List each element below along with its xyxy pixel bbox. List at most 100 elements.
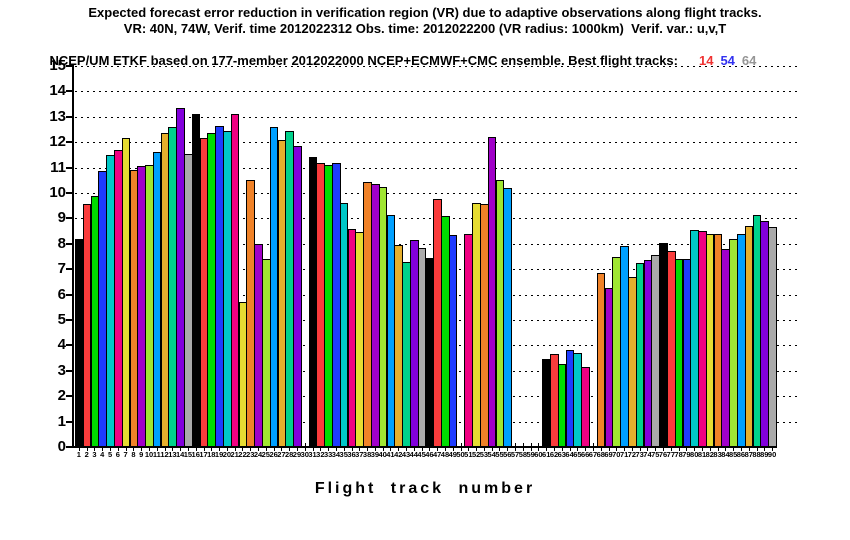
x-tick-label-67: 67 bbox=[588, 450, 598, 459]
y-tick-12 bbox=[66, 141, 73, 144]
x-tick-42 bbox=[398, 443, 400, 451]
x-tick-14 bbox=[180, 443, 182, 451]
x-tick-41 bbox=[390, 443, 392, 451]
x-tick-label-48: 48 bbox=[440, 450, 450, 459]
x-tick-8 bbox=[133, 443, 135, 451]
x-tick-31 bbox=[312, 443, 314, 451]
x-tick-label-61: 61 bbox=[542, 450, 551, 459]
x-tick-label-19: 19 bbox=[214, 450, 224, 459]
x-tick-label-26: 26 bbox=[269, 450, 278, 459]
x-tick-label-51: 51 bbox=[464, 450, 473, 459]
y-tick-label-2: 2 bbox=[57, 387, 66, 405]
x-tick-label-75: 75 bbox=[651, 450, 660, 459]
x-tick-16 bbox=[195, 443, 197, 451]
x-tick-label-59: 59 bbox=[526, 450, 535, 459]
best-track-number: 54 bbox=[720, 53, 735, 68]
y-tick-label-14: 14 bbox=[49, 82, 66, 100]
gridline-y13 bbox=[75, 116, 800, 118]
x-tick-label-60: 60 bbox=[534, 450, 543, 459]
x-tick-82 bbox=[709, 443, 711, 451]
x-tick-label-14: 14 bbox=[175, 450, 185, 459]
x-tick-13 bbox=[172, 443, 174, 451]
x-tick-80 bbox=[694, 443, 696, 451]
x-tick-label-84: 84 bbox=[721, 450, 730, 459]
x-tick-label-10: 10 bbox=[144, 450, 154, 459]
y-tick-6 bbox=[66, 293, 73, 296]
x-tick-6 bbox=[117, 443, 119, 451]
x-tick-label-77: 77 bbox=[666, 450, 676, 459]
x-tick-60 bbox=[538, 443, 540, 451]
x-tick-label-78: 78 bbox=[674, 450, 683, 459]
x-tick-label-74: 74 bbox=[643, 450, 652, 459]
x-tick-63 bbox=[561, 443, 563, 451]
x-tick-label-4: 4 bbox=[100, 450, 105, 459]
x-tick-56 bbox=[507, 443, 509, 451]
x-tick-12 bbox=[164, 443, 166, 451]
x-tick-58 bbox=[522, 443, 524, 451]
x-tick-67 bbox=[592, 443, 594, 451]
x-tick-label-3: 3 bbox=[92, 450, 97, 459]
x-tick-81 bbox=[702, 443, 703, 451]
x-tick-51 bbox=[468, 443, 470, 451]
x-tick-label-82: 82 bbox=[705, 450, 714, 459]
x-tick-22 bbox=[242, 443, 244, 451]
x-tick-label-24: 24 bbox=[253, 450, 263, 459]
x-tick-20 bbox=[226, 443, 228, 451]
x-tick-label-11: 11 bbox=[152, 450, 161, 459]
x-tick-label-46: 46 bbox=[425, 450, 434, 459]
y-tick-label-6: 6 bbox=[57, 285, 66, 303]
x-tick-11 bbox=[156, 443, 158, 451]
x-tick-label-13: 13 bbox=[168, 450, 177, 459]
x-tick-19 bbox=[219, 443, 221, 451]
x-tick-label-30: 30 bbox=[300, 450, 309, 459]
x-tick-label-49: 49 bbox=[448, 450, 457, 459]
x-tick-10 bbox=[148, 443, 150, 451]
x-tick-label-57: 57 bbox=[510, 450, 520, 459]
y-tick-label-7: 7 bbox=[57, 260, 66, 278]
x-tick-21 bbox=[234, 443, 236, 451]
x-tick-5 bbox=[110, 443, 112, 451]
x-tick-66 bbox=[585, 443, 587, 451]
x-tick-46 bbox=[429, 443, 431, 451]
y-tick-label-13: 13 bbox=[49, 107, 66, 125]
x-tick-label-90: 90 bbox=[767, 450, 777, 459]
x-tick-53 bbox=[483, 443, 485, 451]
chart-title-line2: VR: 40N, 74W, Verif. time 2012022312 Obs… bbox=[123, 21, 727, 36]
y-tick-14 bbox=[66, 90, 73, 93]
x-tick-45 bbox=[421, 443, 423, 451]
x-axis-line bbox=[72, 446, 777, 448]
x-axis-title: Flight track number bbox=[314, 480, 536, 497]
x-tick-32 bbox=[320, 443, 322, 451]
x-tick-40 bbox=[382, 443, 384, 451]
best-track-number: 14 bbox=[698, 53, 714, 68]
x-tick-label-69: 69 bbox=[604, 450, 613, 459]
x-tick-label-52: 52 bbox=[471, 450, 481, 459]
y-tick-label-12: 12 bbox=[49, 133, 66, 151]
x-tick-17 bbox=[203, 443, 205, 451]
x-tick-label-44: 44 bbox=[409, 450, 418, 459]
x-tick-label-8: 8 bbox=[131, 450, 136, 459]
x-tick-64 bbox=[569, 443, 571, 451]
gridline-y12 bbox=[75, 142, 800, 144]
x-tick-62 bbox=[554, 443, 556, 451]
y-tick-label-11: 11 bbox=[50, 158, 66, 176]
bar-track-90 bbox=[768, 227, 777, 447]
x-tick-label-22: 22 bbox=[238, 450, 247, 459]
x-tick-2 bbox=[86, 443, 88, 451]
y-tick-label-10: 10 bbox=[49, 184, 66, 201]
bar-track-29 bbox=[293, 146, 302, 447]
gridline-y11 bbox=[75, 167, 800, 169]
y-tick-1 bbox=[66, 420, 73, 423]
x-tick-label-86: 86 bbox=[736, 450, 746, 459]
x-tick-77 bbox=[670, 443, 672, 451]
x-tick-label-7: 7 bbox=[123, 450, 128, 459]
x-tick-label-56: 56 bbox=[503, 450, 512, 459]
x-tick-76 bbox=[663, 443, 665, 451]
x-tick-label-2: 2 bbox=[84, 450, 89, 459]
x-tick-label-54: 54 bbox=[487, 450, 496, 459]
gridline-y14 bbox=[75, 91, 800, 93]
x-tick-label-62: 62 bbox=[549, 450, 559, 459]
x-tick-28 bbox=[289, 443, 291, 451]
x-tick-label-64: 64 bbox=[565, 450, 574, 459]
x-tick-57 bbox=[515, 443, 517, 451]
